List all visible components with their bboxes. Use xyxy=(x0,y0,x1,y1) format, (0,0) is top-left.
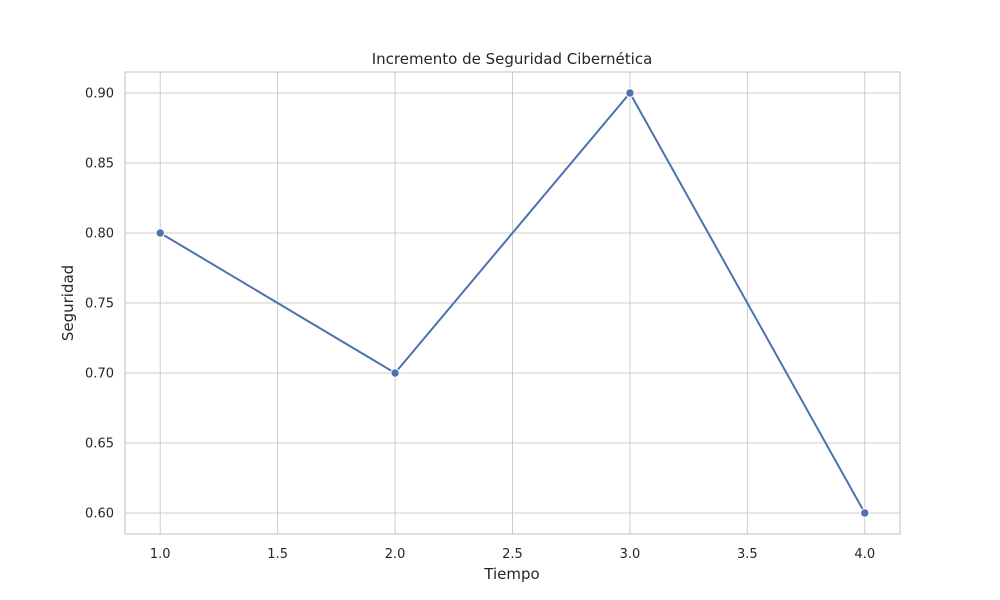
y-tick-label: 0.85 xyxy=(85,157,114,172)
y-axis-title: Seguridad xyxy=(59,265,77,341)
data-point xyxy=(155,228,165,238)
x-axis-title: Tiempo xyxy=(483,565,539,583)
x-tick-label: 2.5 xyxy=(502,547,523,562)
chart-title: Incremento de Seguridad Cibernética xyxy=(372,50,653,68)
x-axis-ticks: 1.0 1.5 2.0 2.5 3.0 3.5 4.0 xyxy=(150,547,875,562)
y-tick-label: 0.80 xyxy=(85,227,114,242)
data-point xyxy=(860,508,870,518)
series-layer xyxy=(155,88,870,518)
x-tick-label: 3.0 xyxy=(620,547,641,562)
y-tick-label: 0.60 xyxy=(85,507,114,522)
y-tick-label: 0.70 xyxy=(85,367,114,382)
x-tick-label: 3.5 xyxy=(737,547,758,562)
x-tick-label: 4.0 xyxy=(854,547,875,562)
x-tick-label: 2.0 xyxy=(385,547,406,562)
data-point xyxy=(390,368,400,378)
y-tick-label: 0.65 xyxy=(85,437,114,452)
series-line xyxy=(159,92,866,514)
grid xyxy=(125,72,900,534)
data-point xyxy=(625,88,635,98)
plot-frame xyxy=(124,71,901,535)
y-axis-ticks: 0.60 0.65 0.70 0.75 0.80 0.85 0.90 xyxy=(85,87,114,522)
y-tick-label: 0.75 xyxy=(85,297,114,312)
y-tick-label: 0.90 xyxy=(85,87,114,102)
x-tick-label: 1.0 xyxy=(150,547,171,562)
x-tick-label: 1.5 xyxy=(267,547,288,562)
